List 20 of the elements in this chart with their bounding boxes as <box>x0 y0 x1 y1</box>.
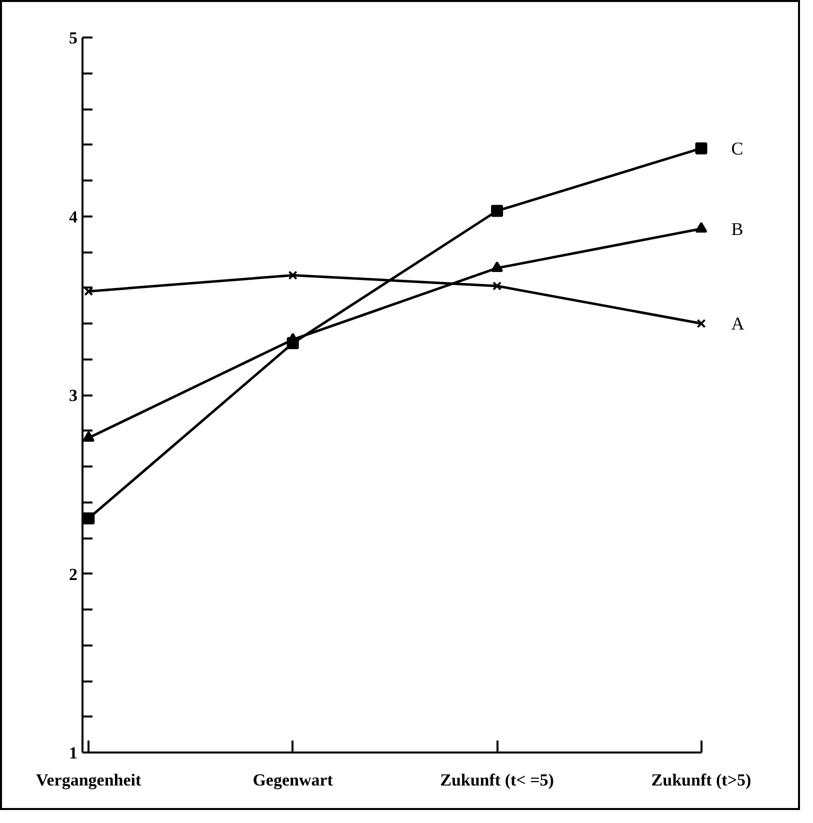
point <box>286 337 299 350</box>
point <box>491 261 504 272</box>
x-tick-label: Gegenwart <box>252 770 334 790</box>
y-tick-label: 5 <box>69 28 78 48</box>
series-label: A <box>731 314 744 334</box>
point <box>695 222 708 233</box>
x-tick-label: Vergangenheit <box>36 770 142 790</box>
point <box>288 270 298 280</box>
y-tick-label: 1 <box>69 744 78 762</box>
x-tick-label: Zukunft (t>5) <box>651 770 752 790</box>
point <box>492 281 502 290</box>
point <box>695 142 708 154</box>
y-tick-label: 2 <box>69 564 78 584</box>
y-tick-label: 3 <box>69 386 78 405</box>
series-label: C <box>731 138 744 158</box>
x-tick-label: Zukunft (t< =5) <box>440 770 554 790</box>
series-label: B <box>731 218 744 239</box>
point <box>696 318 706 328</box>
point <box>491 204 504 217</box>
y-tick-label: 4 <box>69 207 78 226</box>
